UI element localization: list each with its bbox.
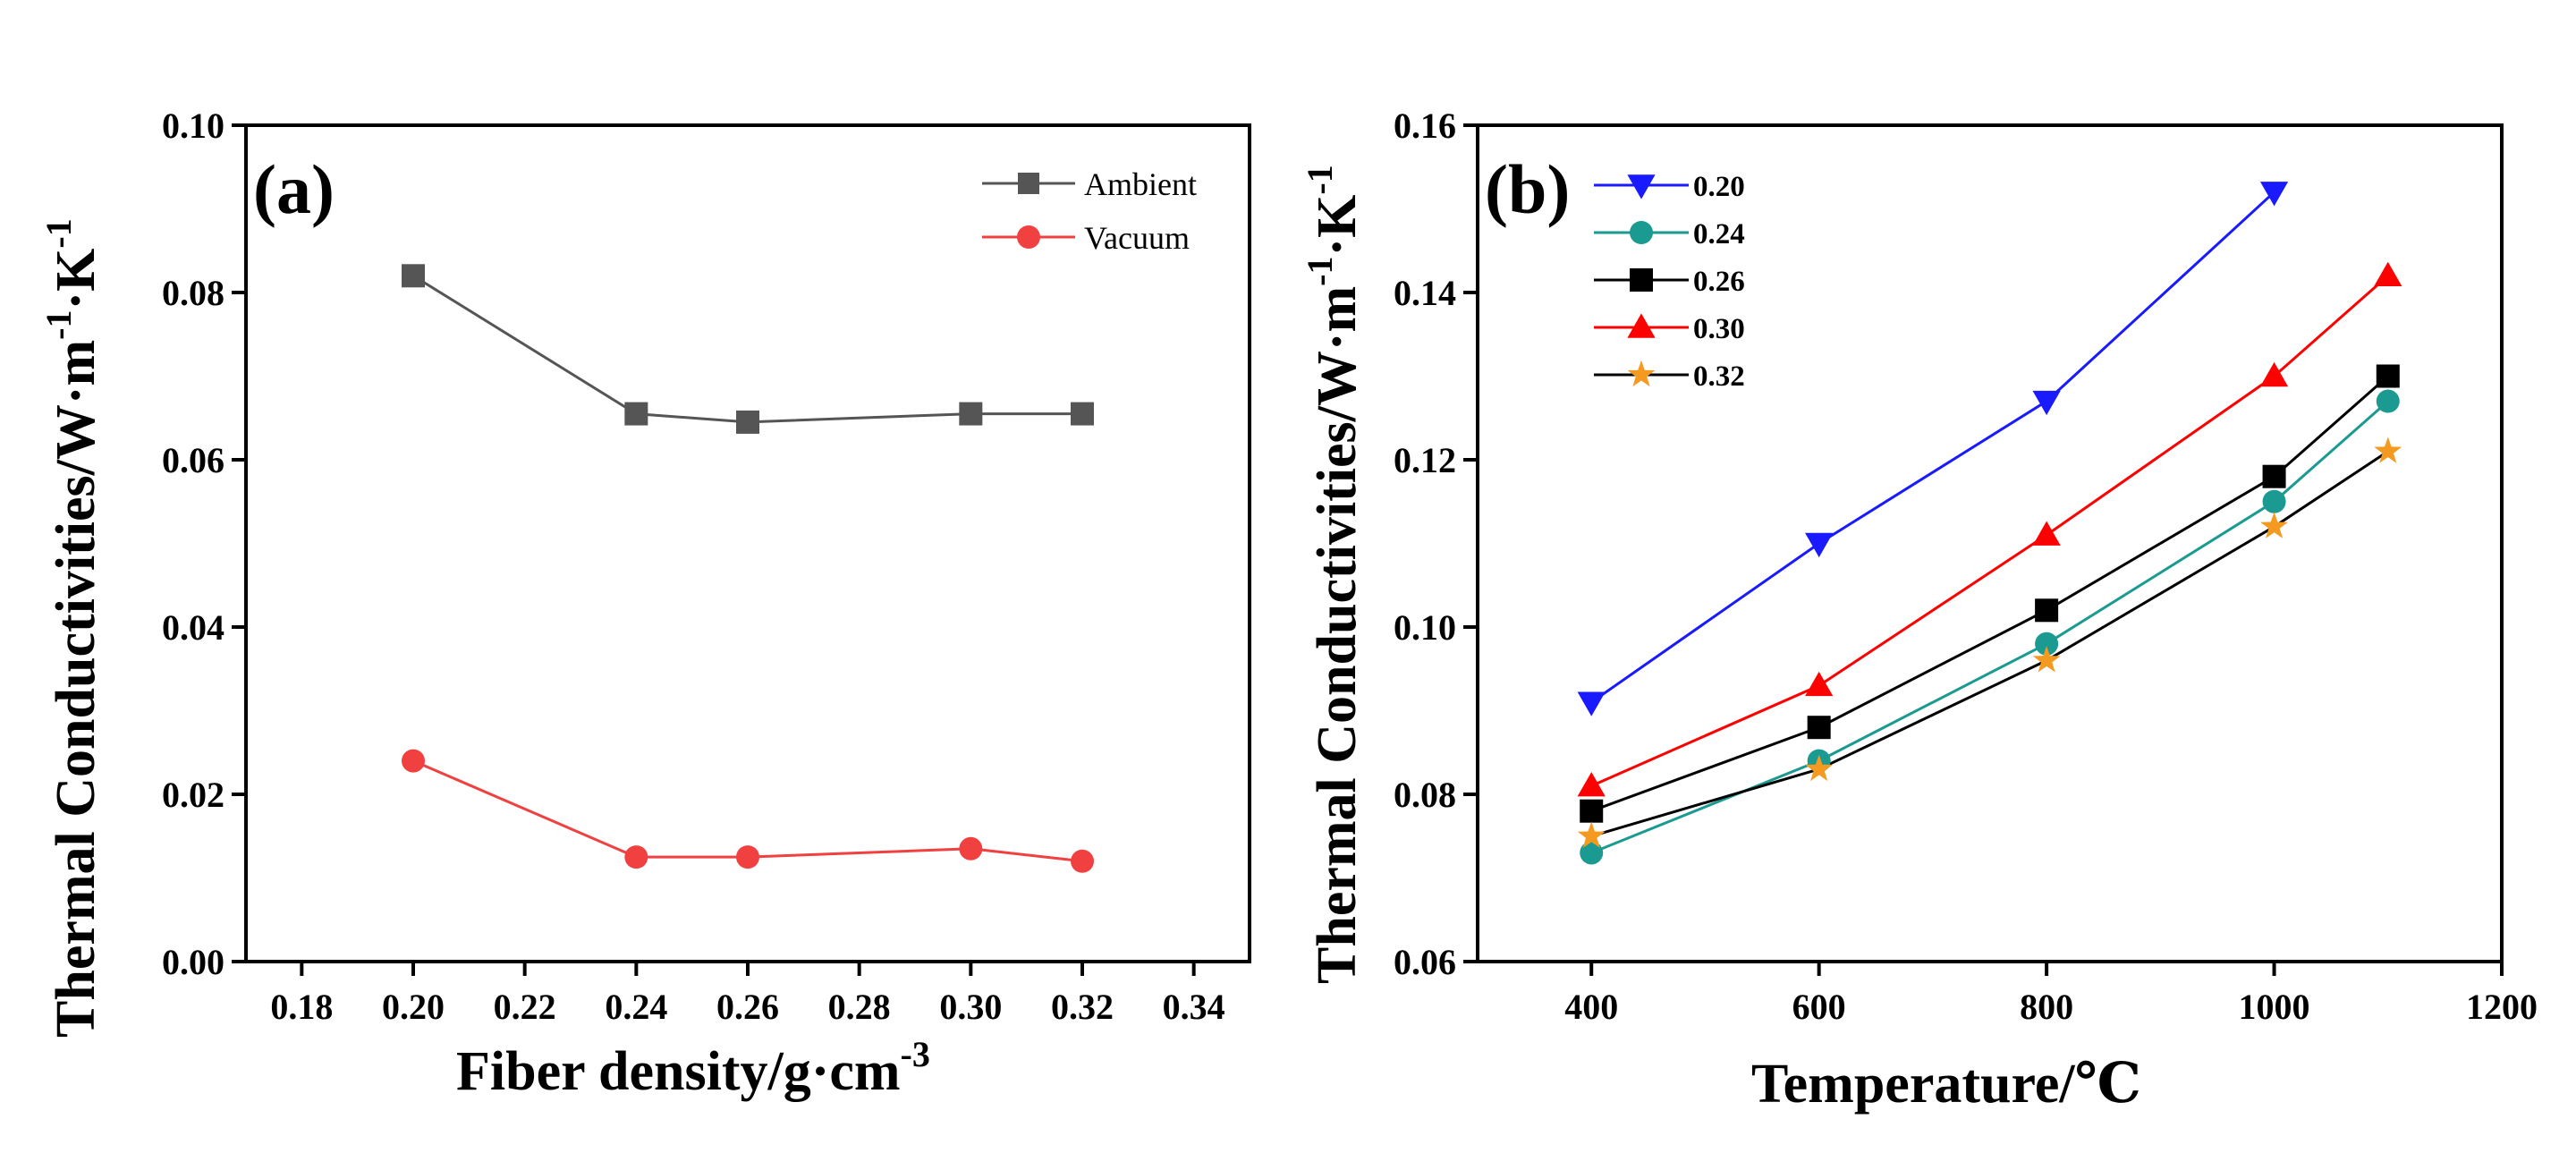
data-point [2376,364,2400,388]
data-point [959,836,983,861]
y-tick-label: 0.06 [162,440,225,480]
y-axis-title-a: Thermal Conductivities/W·m-1·K-1 [38,218,106,1038]
legend-marker-0.24 [1630,221,1653,244]
x-tick-label: 0.20 [382,987,445,1027]
panel-label-a: (a) [253,150,335,228]
data-point [2035,598,2059,623]
series-line-0.26 [1590,375,2389,813]
data-point [1577,691,1606,716]
data-point [1805,671,1834,697]
data-point [2032,390,2061,416]
x-tick-label: 0.22 [494,987,556,1027]
x-tick-label: 400 [1564,987,1618,1027]
plot-frame-b [1476,123,2504,963]
x-tick-label: 0.32 [1051,987,1114,1027]
data-point [2374,437,2402,463]
legend-label: 0.24 [1693,218,1745,250]
legend-label: 0.32 [1693,360,1745,393]
data-point [402,749,425,773]
x-tick-label: 0.24 [605,987,667,1027]
data-point [959,402,983,426]
series-line-ambient [412,275,1082,424]
legend-marker-0.30 [1627,313,1656,338]
legend-label: 0.30 [1693,313,1745,345]
data-point [1577,821,1606,848]
data-point [1807,716,1831,740]
x-axis-title-b: Temperature/℃ [1751,1054,2141,1115]
legend-b: 0.20 0.24 0.26 0.30 0.32 [1594,171,1745,393]
legend-marker-0.26 [1630,268,1653,292]
x-tick-label: 1200 [2466,987,2538,1027]
y-tick-label: 0.16 [1394,106,1456,146]
data-point [1805,754,1834,782]
data-point [402,264,425,288]
data-point [2259,182,2289,207]
data-point [2374,261,2402,286]
legend-a: Ambient Vacuum [982,166,1197,256]
data-point [2262,489,2286,513]
y-axis-title-b: Thermal Conductivities/W·m-1·K-1 [1300,165,1368,984]
data-point [736,410,759,434]
x-tick-label: 0.34 [1163,987,1225,1027]
data-point [2032,646,2061,673]
chart-panel-b: 400 600 800 1000 1200 0.06 0.08 0.10 0.12 0.14 0.1… [1300,106,2538,1115]
x-tick-label: 0.28 [828,987,891,1027]
ticks-a: 0.18 0.20 0.22 0.24 0.26 0.28 0.30 0.32 0.34 0.00… [162,106,1225,1027]
data-point [2376,389,2400,413]
y-tick-label: 0.02 [162,775,225,815]
chart-panel-a: 0.18 0.20 0.22 0.24 0.26 0.28 0.30 0.32 0.34 0.00… [38,106,1251,1102]
series-line-0.20 [1590,191,2275,704]
panel-label-b: (b) [1485,150,1570,228]
y-tick-label: 0.10 [162,106,225,146]
data-point [2035,632,2059,656]
y-tick-label: 0.06 [1394,942,1456,982]
x-tick-label: 1000 [2239,987,2310,1027]
y-tick-label: 0.08 [1394,775,1456,815]
x-tick-label: 600 [1792,987,1846,1027]
data-point [1071,849,1094,873]
x-tick-label: 0.26 [716,987,779,1027]
legend-label: 0.26 [1693,266,1745,298]
y-tick-label: 0.14 [1394,273,1456,313]
data-point [736,845,759,869]
data-point [1071,402,1094,426]
legend-label-ambient: Ambient [1084,166,1197,202]
data-point [1577,772,1606,797]
legend-label-vacuum: Vacuum [1084,220,1190,256]
ticks-b: 400 600 800 1000 1200 0.06 0.08 0.10 0.12 0.14 0.1… [1394,106,2538,1027]
series-b [1577,182,2402,865]
y-tick-label: 0.10 [1394,607,1456,648]
data-point [2032,521,2061,546]
x-axis-title-a: Fiber density/g·cm-3 [456,1034,930,1102]
data-point [2259,361,2289,387]
y-tick-label: 0.08 [162,273,225,313]
y-tick-label: 0.12 [1394,440,1456,480]
legend-marker-vacuum [1017,225,1040,249]
legend-marker-0.20 [1627,174,1656,199]
data-point [624,845,648,869]
data-point [1580,799,1604,823]
data-point [1580,841,1604,865]
data-point [2260,512,2288,538]
data-point [624,402,648,426]
x-tick-label: 800 [2020,987,2073,1027]
legend-marker-0.32 [1627,360,1656,387]
data-point [1805,532,1834,558]
x-tick-label: 0.18 [270,987,333,1027]
legend-marker-ambient [1018,173,1039,194]
y-tick-label: 0.00 [162,942,225,982]
data-point [2262,464,2286,488]
y-tick-label: 0.04 [162,607,225,648]
x-tick-label: 0.30 [939,987,1002,1027]
series-a [402,264,1094,873]
legend-label: 0.20 [1693,171,1745,203]
